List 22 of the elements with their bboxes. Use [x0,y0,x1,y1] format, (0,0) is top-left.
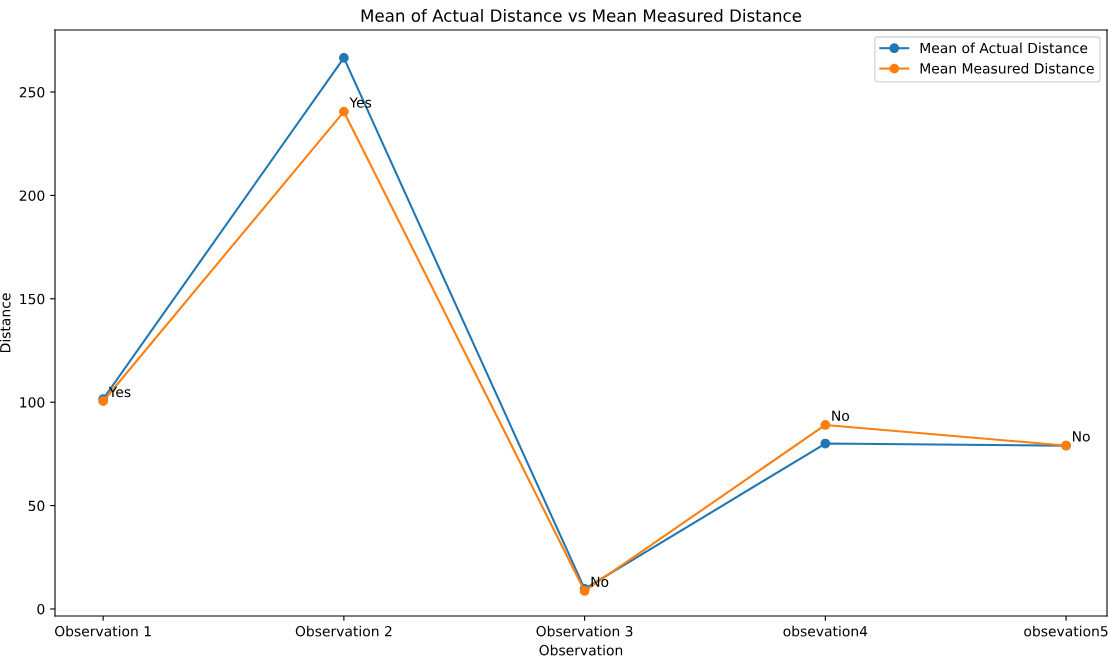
chart-title: Mean of Actual Distance vs Mean Measured Distance [361,9,802,22]
y-tick-label: 0 [37,603,45,615]
x-tick-label: Observation 1 [55,625,151,637]
y-tick-label: 100 [20,397,45,408]
y-tick-label: 50 [28,500,45,512]
legend-label: Mean of Actual Distance [920,42,1088,54]
point [339,53,349,63]
y-tick-label: 150 [20,293,45,305]
point [820,438,831,449]
point [820,420,831,430]
y-tick-label: 200 [19,190,45,201]
annotation: No [1072,431,1090,442]
x-tick-label: obsevation4 [783,625,868,637]
legend-label: Mean Measured Distance [920,62,1094,74]
x-tick-label: obsevation5 [1024,625,1108,637]
y-tick-label: 250 [19,87,45,98]
annotation: No [832,410,850,421]
point [339,106,349,117]
x-axis-title: Observation [539,644,623,656]
x-tick-label: Observation 2 [295,625,392,637]
x-tick-label: Observation 3 [536,625,633,637]
y-axis-title: Distance [0,293,11,352]
